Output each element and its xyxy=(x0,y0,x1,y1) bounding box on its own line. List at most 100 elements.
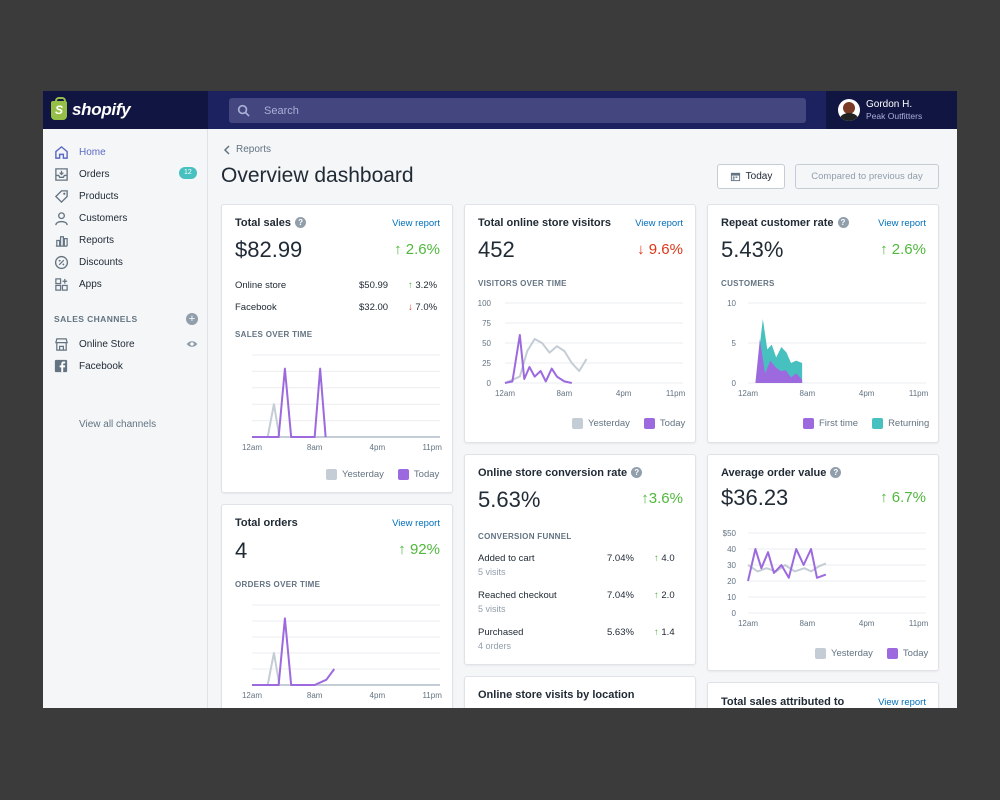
repeat-customer-card: Repeat customer rate? View report 5.43% … xyxy=(707,204,939,443)
view-report-link[interactable]: View report xyxy=(392,518,440,529)
x-tick-label: 4pm xyxy=(859,389,875,398)
sidebar-item-reports[interactable]: Reports xyxy=(53,231,203,249)
view-all-channels-link[interactable]: View all channels xyxy=(79,419,157,430)
y-tick-label: 75 xyxy=(482,319,491,328)
help-icon[interactable]: ? xyxy=(837,217,849,228)
card-title: Repeat customer rate? xyxy=(721,217,849,229)
x-tick-label: 11pm xyxy=(422,443,442,452)
y-tick-label: 50 xyxy=(482,339,491,348)
repeat-delta: ↑ 2.6% xyxy=(880,241,926,258)
sidebar-item-home[interactable]: Home xyxy=(53,143,203,161)
avatar xyxy=(838,99,860,121)
add-channel-button[interactable]: + xyxy=(186,313,198,325)
sidebar-item-label: Discounts xyxy=(79,256,123,268)
x-tick-label: 4pm xyxy=(370,691,386,700)
sidebar-item-label: Apps xyxy=(79,278,102,290)
funnel-step-sub: 4 orders xyxy=(478,641,512,651)
account-menu[interactable]: Gordon H. Peak Outfitters xyxy=(826,91,957,129)
orders-icon xyxy=(53,166,69,182)
help-icon[interactable]: ? xyxy=(631,467,643,478)
compare-button[interactable]: Compared to previous day xyxy=(795,164,939,189)
breadcrumb[interactable]: Reports xyxy=(223,144,271,155)
online-store-value: $50.99 xyxy=(359,280,389,291)
card-title: Total online store visitors xyxy=(478,217,612,229)
view-report-link[interactable]: View report xyxy=(635,218,683,229)
funnel-label: CONVERSION FUNNEL xyxy=(478,532,572,541)
view-report-link[interactable]: View report xyxy=(878,218,926,229)
view-report-link[interactable]: View report xyxy=(392,218,440,229)
online-store-label: Online store xyxy=(235,280,287,291)
visitors-delta: ↓ 9.6% xyxy=(637,241,683,258)
chart-label: ORDERS OVER TIME xyxy=(235,580,321,589)
arrow-down-icon: ↓ xyxy=(408,302,413,313)
x-tick-label: 8am xyxy=(557,389,573,398)
series-line-today xyxy=(252,617,336,686)
search-placeholder: Search xyxy=(264,104,299,117)
sidebar-item-orders[interactable]: Orders 12 xyxy=(53,165,203,183)
view-report-link[interactable]: View report xyxy=(878,697,926,708)
y-tick-label: 20 xyxy=(727,577,736,586)
brand-logo[interactable]: S shopify xyxy=(43,91,208,129)
y-tick-label: 0 xyxy=(732,379,737,388)
chart-legend: Yesterday Today xyxy=(312,469,439,480)
aov-value: $36.23 xyxy=(721,485,789,510)
calendar-icon xyxy=(730,172,740,182)
search-icon xyxy=(237,104,250,117)
series-line-today xyxy=(252,367,327,438)
total-orders-value: 4 xyxy=(235,538,248,563)
sidebar-item-label: Facebook xyxy=(79,360,123,372)
eye-icon[interactable] xyxy=(186,338,198,353)
breadcrumb-label: Reports xyxy=(236,144,272,155)
legend-label-today: Today xyxy=(902,648,929,659)
page-title: Overview dashboard xyxy=(221,164,414,187)
top-bar: S shopify Search Gordon H. Peak Outfitte… xyxy=(43,91,957,129)
x-tick-label: 4pm xyxy=(370,443,386,452)
sidebar-item-products[interactable]: Products xyxy=(53,187,203,205)
conversion-value: 5.63% xyxy=(478,487,541,512)
help-icon[interactable]: ? xyxy=(830,467,842,478)
chart-legend: Yesterday Today xyxy=(558,418,685,429)
y-tick-label: 40 xyxy=(727,545,736,554)
chart-label: CUSTOMERS xyxy=(721,279,775,288)
x-tick-label: 4pm xyxy=(616,389,632,398)
online-store-delta: ↑ 3.2% xyxy=(408,280,438,291)
y-tick-label: 0 xyxy=(732,609,737,618)
facebook-icon xyxy=(53,358,69,374)
arrow-up-icon: ↑ xyxy=(394,241,402,258)
sidebar-item-customers[interactable]: Customers xyxy=(53,209,203,227)
sidebar-item-facebook[interactable]: Facebook xyxy=(53,357,203,375)
x-tick-label: 8am xyxy=(307,443,323,452)
home-icon xyxy=(53,144,69,160)
x-tick-label: 12am xyxy=(242,691,262,700)
x-tick-label: 11pm xyxy=(909,389,929,398)
legend-label-first-time: First time xyxy=(819,418,859,429)
average-order-value-card: Average order value? $36.23 ↑ 6.7% $50 40… xyxy=(707,454,939,671)
search-input[interactable]: Search xyxy=(229,98,806,123)
funnel-step-label: Purchased xyxy=(478,627,524,638)
total-sales-card: Total sales? View report $82.99 ↑ 2.6% O… xyxy=(221,204,453,493)
legend-label-yesterday: Yesterday xyxy=(342,469,384,480)
date-range-button[interactable]: Today xyxy=(717,164,785,189)
help-icon[interactable]: ? xyxy=(295,217,307,228)
conversion-delta: ↑3.6% xyxy=(641,490,683,507)
x-tick-label: 8am xyxy=(307,691,323,700)
arrow-up-icon: ↑ xyxy=(408,280,413,291)
series-line-today xyxy=(747,548,827,582)
y-tick-label: 30 xyxy=(727,561,736,570)
sidebar-item-online-store[interactable]: Online Store xyxy=(53,335,203,353)
funnel-step-delta: ↑ 4.0 xyxy=(654,553,675,564)
sidebar-item-discounts[interactable]: Discounts xyxy=(53,253,203,271)
sidebar-item-apps[interactable]: Apps xyxy=(53,275,203,293)
card-title: Online store visits by location xyxy=(478,689,635,701)
x-tick-label: 11pm xyxy=(909,619,929,628)
arrow-up-icon: ↑ xyxy=(880,489,888,506)
total-sales-attributed-card: Total sales attributed to View report xyxy=(707,682,939,708)
repeat-value: 5.43% xyxy=(721,237,784,262)
visits-by-location-card: Online store visits by location xyxy=(464,676,696,708)
legend-swatch-yesterday xyxy=(815,648,826,659)
funnel-step-label: Reached checkout xyxy=(478,590,557,601)
y-tick-label: 0 xyxy=(487,379,492,388)
y-tick-label: $50 xyxy=(723,529,737,538)
